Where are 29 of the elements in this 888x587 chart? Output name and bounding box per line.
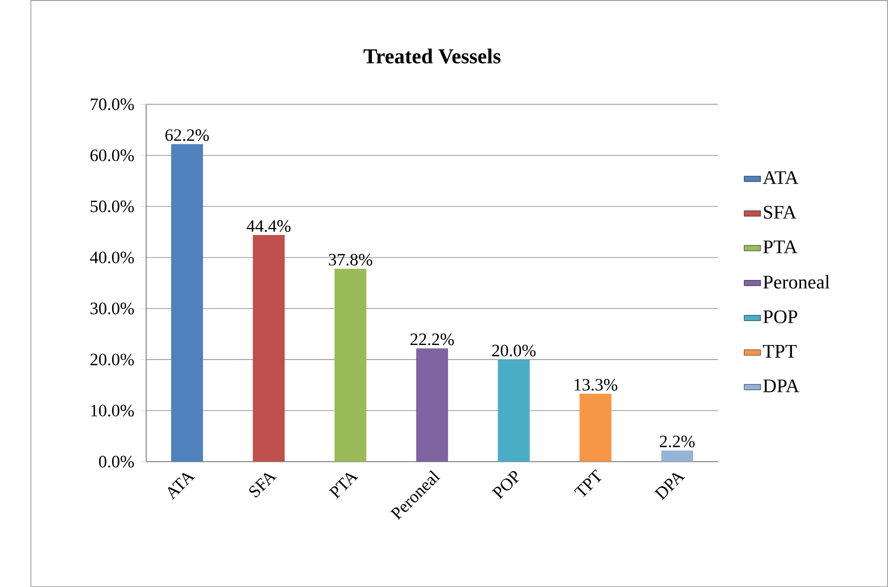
data-label: 44.4%	[246, 220, 291, 232]
legend-label: ATA	[762, 171, 798, 184]
y-tick-label: 70.0%	[90, 98, 134, 110]
y-tick-label: 0.0%	[99, 456, 134, 468]
legend-label: TPT	[763, 344, 797, 358]
y-tick-label: 30.0%	[90, 302, 134, 314]
legend-label: SFA	[764, 206, 796, 219]
legend-label: Peroneal	[763, 274, 830, 288]
x-tick-label: POP	[492, 470, 519, 500]
data-label: 37.8%	[328, 254, 372, 266]
x-tick-label: TPT	[574, 469, 602, 497]
y-tick-label: 60.0%	[90, 149, 134, 162]
data-label: 22.2%	[410, 333, 454, 346]
data-label: 20.0%	[492, 344, 536, 356]
data-label: 62.2%	[165, 129, 209, 141]
x-tick-label: SFA	[249, 472, 277, 498]
data-label: 2.2%	[660, 435, 695, 448]
x-tick-label: DPA	[654, 472, 686, 500]
data-label: 13.3%	[574, 378, 618, 391]
y-tick-label: 20.0%	[90, 354, 134, 366]
y-tick-label: 40.0%	[90, 251, 134, 264]
x-tick-label: PTA	[328, 472, 358, 499]
legend-label: PTA	[763, 240, 798, 254]
y-tick-label: 10.0%	[91, 404, 134, 416]
x-tick-label: ATA	[168, 472, 196, 500]
legend-label: DPA	[763, 379, 800, 392]
chart-title: Treated Vessels	[364, 48, 501, 64]
legend-label: POP	[763, 310, 798, 324]
y-tick-label: 50.0%	[90, 200, 134, 212]
